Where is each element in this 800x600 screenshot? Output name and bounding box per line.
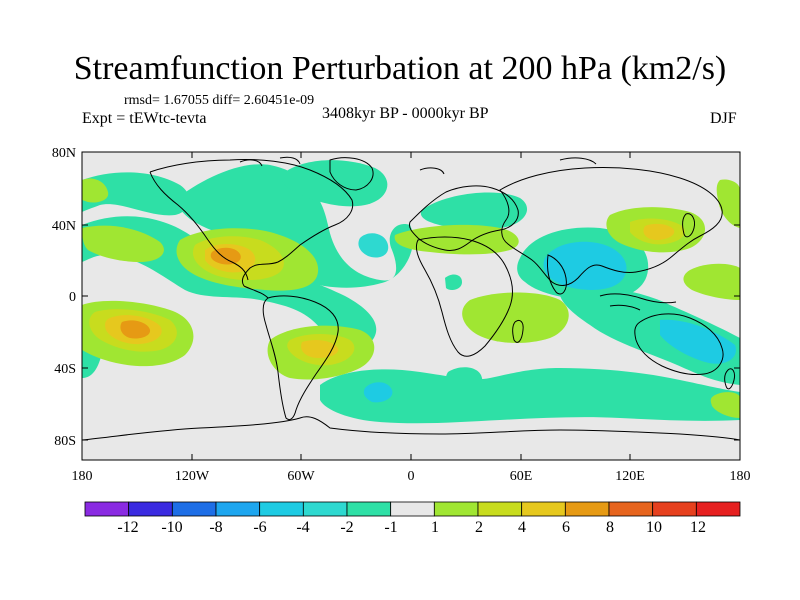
coast-greenland xyxy=(329,157,374,191)
coast-europe xyxy=(409,185,519,251)
x-tick-label: 120E xyxy=(615,469,645,484)
colorbar-label: 2 xyxy=(475,519,483,536)
contour-pos-tropical-pacific-west xyxy=(82,225,164,262)
colorbar-box xyxy=(128,501,173,517)
colorbar-label: -2 xyxy=(340,519,353,536)
coastlines xyxy=(82,156,740,441)
colorbar-label: 8 xyxy=(606,519,614,536)
colorbar-label: -10 xyxy=(161,519,182,536)
y-tick-labels: 80N 40N 0 40S 80S xyxy=(52,146,76,449)
colorbar-box xyxy=(84,501,130,517)
contour-neg-australia-core xyxy=(660,319,736,364)
coast-new-zealand xyxy=(724,368,735,390)
x-tick-labels: 180 120W 60W 0 60E 120E 180 xyxy=(72,469,751,484)
colorbar-box xyxy=(695,501,741,517)
contour-neg-canada xyxy=(281,160,388,207)
x-tick-label: 180 xyxy=(730,469,751,484)
colorbar-box xyxy=(477,501,523,517)
colorbar-box xyxy=(608,501,654,517)
colorbar-label: 12 xyxy=(690,519,706,536)
y-tick-label: 80N xyxy=(52,146,76,161)
stats-label: rmsd= 1.67055 diff= 2.60451e-09 xyxy=(124,93,315,108)
axis-ticks xyxy=(81,151,741,460)
contour-pos-indian-ocean xyxy=(462,292,569,344)
colorbar-box xyxy=(346,501,392,517)
colorbar-box xyxy=(521,501,566,517)
coast-japan xyxy=(682,213,695,238)
contour-pos-pacific-east-south xyxy=(683,263,740,300)
contour-pos-nw-atlantic xyxy=(82,178,109,203)
contour-neg-southern-ocean xyxy=(320,368,740,424)
x-tick-label: 120W xyxy=(175,469,210,484)
chart-title: Streamfunction Perturbation at 200 hPa (… xyxy=(73,50,727,87)
colorbar-label: 10 xyxy=(646,519,662,536)
experiment-label: Expt = tEWtc-tevta xyxy=(82,110,207,127)
colorbar-box xyxy=(302,501,348,517)
colorbar-label: 1 xyxy=(431,519,439,536)
colorbar-box xyxy=(433,501,479,517)
x-tick-label: 180 xyxy=(72,469,93,484)
y-tick-label: 0 xyxy=(69,290,76,305)
coast-antarctica xyxy=(82,416,740,441)
coast-indonesia xyxy=(599,293,677,311)
contour-neg-south-atlantic-core xyxy=(363,382,393,403)
colorbar-box xyxy=(564,501,610,517)
colorbar-label: 6 xyxy=(562,519,570,536)
x-tick-label: 60E xyxy=(510,469,533,484)
contour-neg-asia-core xyxy=(543,241,627,290)
coast-madagascar xyxy=(512,319,524,343)
contour-neg-indo-pacific xyxy=(559,285,740,385)
season-label: DJF xyxy=(710,110,737,127)
colorbar-label: -6 xyxy=(253,519,266,536)
contour-pos-subantarctic xyxy=(710,392,740,418)
colorbar-label: 4 xyxy=(518,519,526,536)
contour-pos-north-pacific-east xyxy=(716,179,740,228)
period-label: 3408kyr BP - 0000kyr BP xyxy=(322,105,489,122)
contour-neg-south-atlantic-small xyxy=(446,367,483,390)
colorbar-label: -1 xyxy=(384,519,397,536)
colorbar-label: -4 xyxy=(296,519,309,536)
colorbar-box xyxy=(259,501,304,517)
colorbar-labels: -12 -10 -8 -6 -4 -2 -1 1 2 4 6 8 10 12 xyxy=(117,519,706,536)
coast-asia xyxy=(499,167,723,286)
contour-neg-north-atlantic xyxy=(175,164,414,288)
coast-india xyxy=(547,254,567,295)
y-tick-label: 80S xyxy=(54,434,76,449)
coast-arctic-islands xyxy=(239,156,597,175)
coast-south-america xyxy=(262,295,339,421)
contour-pos-japan-core xyxy=(643,223,675,240)
contour-neg-africa-small xyxy=(445,274,462,290)
x-tick-label: 0 xyxy=(408,469,415,484)
contour-neg-north-pacific xyxy=(82,172,190,216)
colorbar-label: -8 xyxy=(209,519,222,536)
colorbar-box xyxy=(171,501,217,517)
colorbar-box xyxy=(215,501,261,517)
coast-africa xyxy=(415,236,513,357)
contour-pos-south-pacific-inner xyxy=(120,320,151,339)
contour-neg-atlantic-core xyxy=(358,233,389,258)
contour-neg-europe-atlantic xyxy=(420,192,528,230)
coast-australia xyxy=(634,313,724,375)
colorbar-box xyxy=(652,501,697,517)
colorbar-box xyxy=(390,501,435,517)
coast-north-america xyxy=(149,159,354,299)
contour-pos-south-america-core xyxy=(301,340,339,358)
contour-fields xyxy=(82,160,740,424)
colorbar-label: -12 xyxy=(117,519,138,536)
x-tick-label: 60W xyxy=(287,469,315,484)
colorbar-boxes xyxy=(84,501,741,517)
y-tick-label: 40S xyxy=(54,362,76,377)
y-tick-label: 40N xyxy=(52,219,76,234)
